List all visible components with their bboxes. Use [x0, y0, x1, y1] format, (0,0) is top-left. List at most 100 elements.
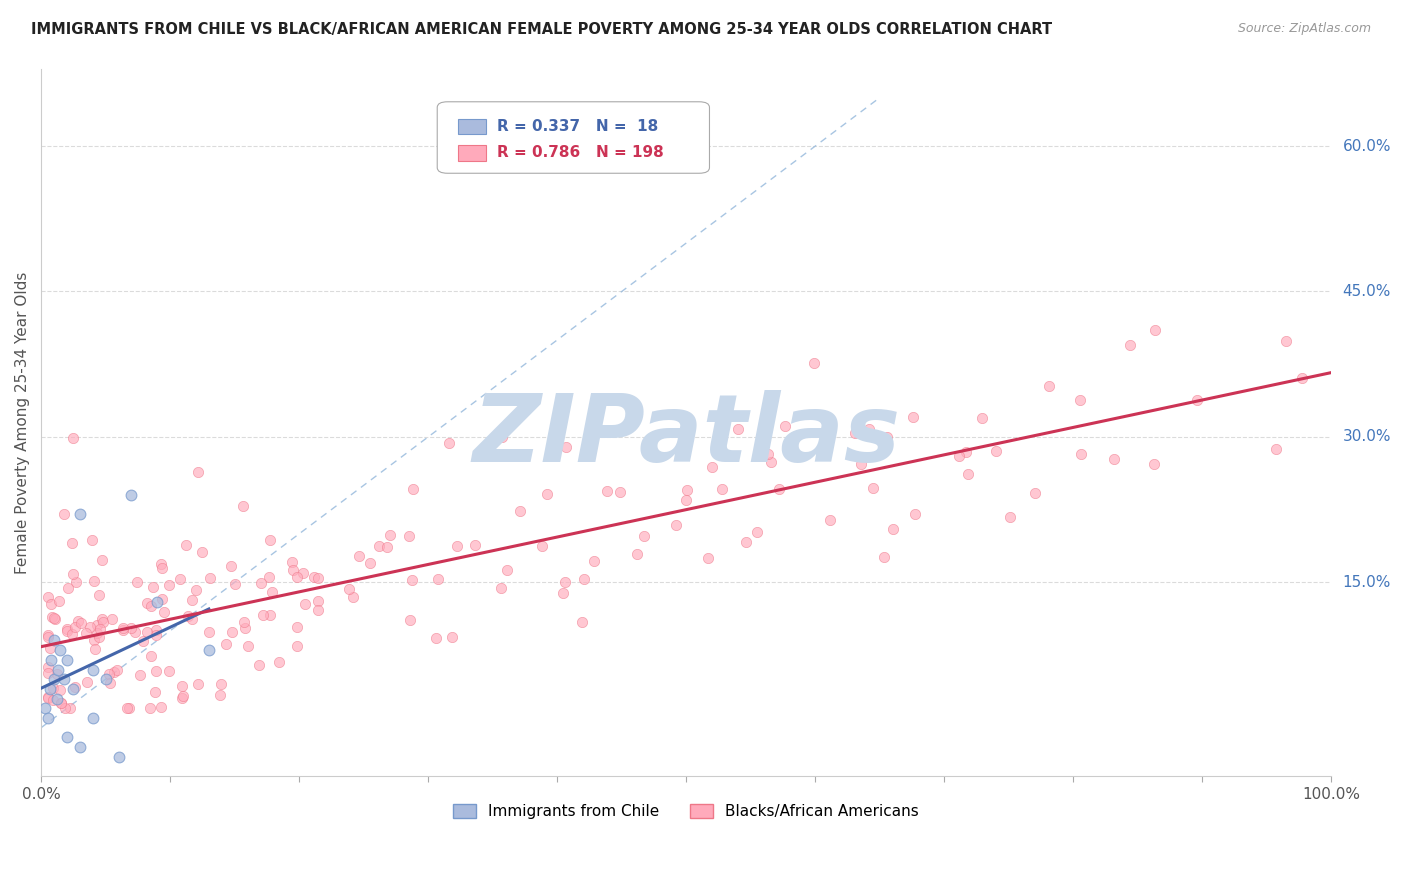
- Point: [727, 422, 749, 436]
- Point: [221, 625, 243, 640]
- Point: [42, 610, 65, 624]
- Point: [398, 529, 420, 543]
- Point: [402, 483, 425, 497]
- Point: [773, 419, 796, 434]
- Point: [53, 507, 76, 521]
- Point: [554, 574, 576, 589]
- Point: [509, 504, 531, 518]
- Point: [91, 553, 114, 567]
- Point: [1143, 457, 1166, 471]
- Point: [259, 608, 281, 623]
- Point: [1102, 451, 1125, 466]
- Point: [143, 685, 166, 699]
- Point: [437, 435, 460, 450]
- Point: [49, 643, 72, 657]
- Point: [146, 595, 169, 609]
- Point: [676, 483, 699, 498]
- Point: [91, 612, 114, 626]
- Point: [697, 550, 720, 565]
- Point: [63, 620, 86, 634]
- Point: [111, 623, 134, 637]
- Point: [441, 630, 464, 644]
- Point: [141, 648, 163, 663]
- Point: [530, 539, 553, 553]
- Point: [984, 443, 1007, 458]
- FancyBboxPatch shape: [437, 102, 710, 173]
- Point: [583, 554, 606, 568]
- Point: [1070, 447, 1092, 461]
- Point: [259, 533, 281, 548]
- Point: [118, 701, 141, 715]
- Text: ZIPatlas: ZIPatlas: [472, 391, 900, 483]
- Text: Source: ZipAtlas.com: Source: ZipAtlas.com: [1237, 22, 1371, 36]
- Point: [426, 572, 449, 586]
- Point: [214, 637, 236, 651]
- Point: [304, 570, 326, 584]
- Point: [904, 507, 927, 521]
- Point: [269, 656, 291, 670]
- Point: [135, 624, 157, 639]
- Point: [98, 676, 121, 690]
- Point: [181, 593, 204, 607]
- Point: [337, 582, 360, 597]
- Point: [200, 571, 222, 585]
- Text: IMMIGRANTS FROM CHILE VS BLACK/AFRICAN AMERICAN FEMALE POVERTY AMONG 25-34 YEAR : IMMIGRANTS FROM CHILE VS BLACK/AFRICAN A…: [31, 22, 1052, 37]
- Point: [56, 622, 79, 636]
- Point: [56, 731, 79, 745]
- Point: [53, 701, 76, 715]
- Point: [191, 545, 214, 559]
- Point: [70, 615, 93, 630]
- Point: [157, 578, 180, 592]
- Point: [86, 626, 108, 640]
- Point: [803, 356, 825, 370]
- Point: [844, 425, 866, 440]
- Point: [446, 540, 468, 554]
- Point: [948, 449, 970, 463]
- Point: [208, 688, 231, 702]
- Point: [48, 594, 70, 608]
- Point: [711, 482, 734, 496]
- Point: [82, 663, 104, 677]
- Point: [1144, 323, 1167, 337]
- Point: [425, 631, 447, 645]
- Point: [107, 749, 129, 764]
- Point: [60, 536, 83, 550]
- Point: [37, 631, 59, 645]
- Point: [873, 549, 896, 564]
- Point: [79, 620, 101, 634]
- Point: [62, 566, 84, 581]
- Point: [224, 576, 246, 591]
- Point: [176, 609, 198, 624]
- Point: [120, 488, 142, 502]
- Point: [34, 701, 56, 715]
- Point: [39, 681, 62, 696]
- Point: [69, 508, 91, 522]
- Point: [56, 653, 79, 667]
- Point: [69, 740, 91, 755]
- Point: [901, 409, 924, 424]
- Point: [347, 549, 370, 563]
- Point: [491, 429, 513, 443]
- Point: [232, 500, 254, 514]
- Point: [368, 539, 391, 553]
- Point: [41, 653, 63, 667]
- Point: [42, 633, 65, 648]
- Point: [998, 510, 1021, 524]
- Point: [862, 481, 884, 495]
- Point: [42, 681, 65, 695]
- Point: [236, 639, 259, 653]
- Point: [75, 625, 97, 640]
- Point: [187, 465, 209, 479]
- Point: [37, 711, 59, 725]
- Point: [818, 513, 841, 527]
- Point: [398, 613, 420, 627]
- Point: [62, 431, 84, 445]
- Point: [150, 592, 173, 607]
- Point: [464, 538, 486, 552]
- Point: [401, 573, 423, 587]
- Point: [100, 612, 122, 626]
- Point: [633, 529, 655, 543]
- Point: [82, 533, 104, 547]
- Point: [1185, 393, 1208, 408]
- Point: [186, 582, 208, 597]
